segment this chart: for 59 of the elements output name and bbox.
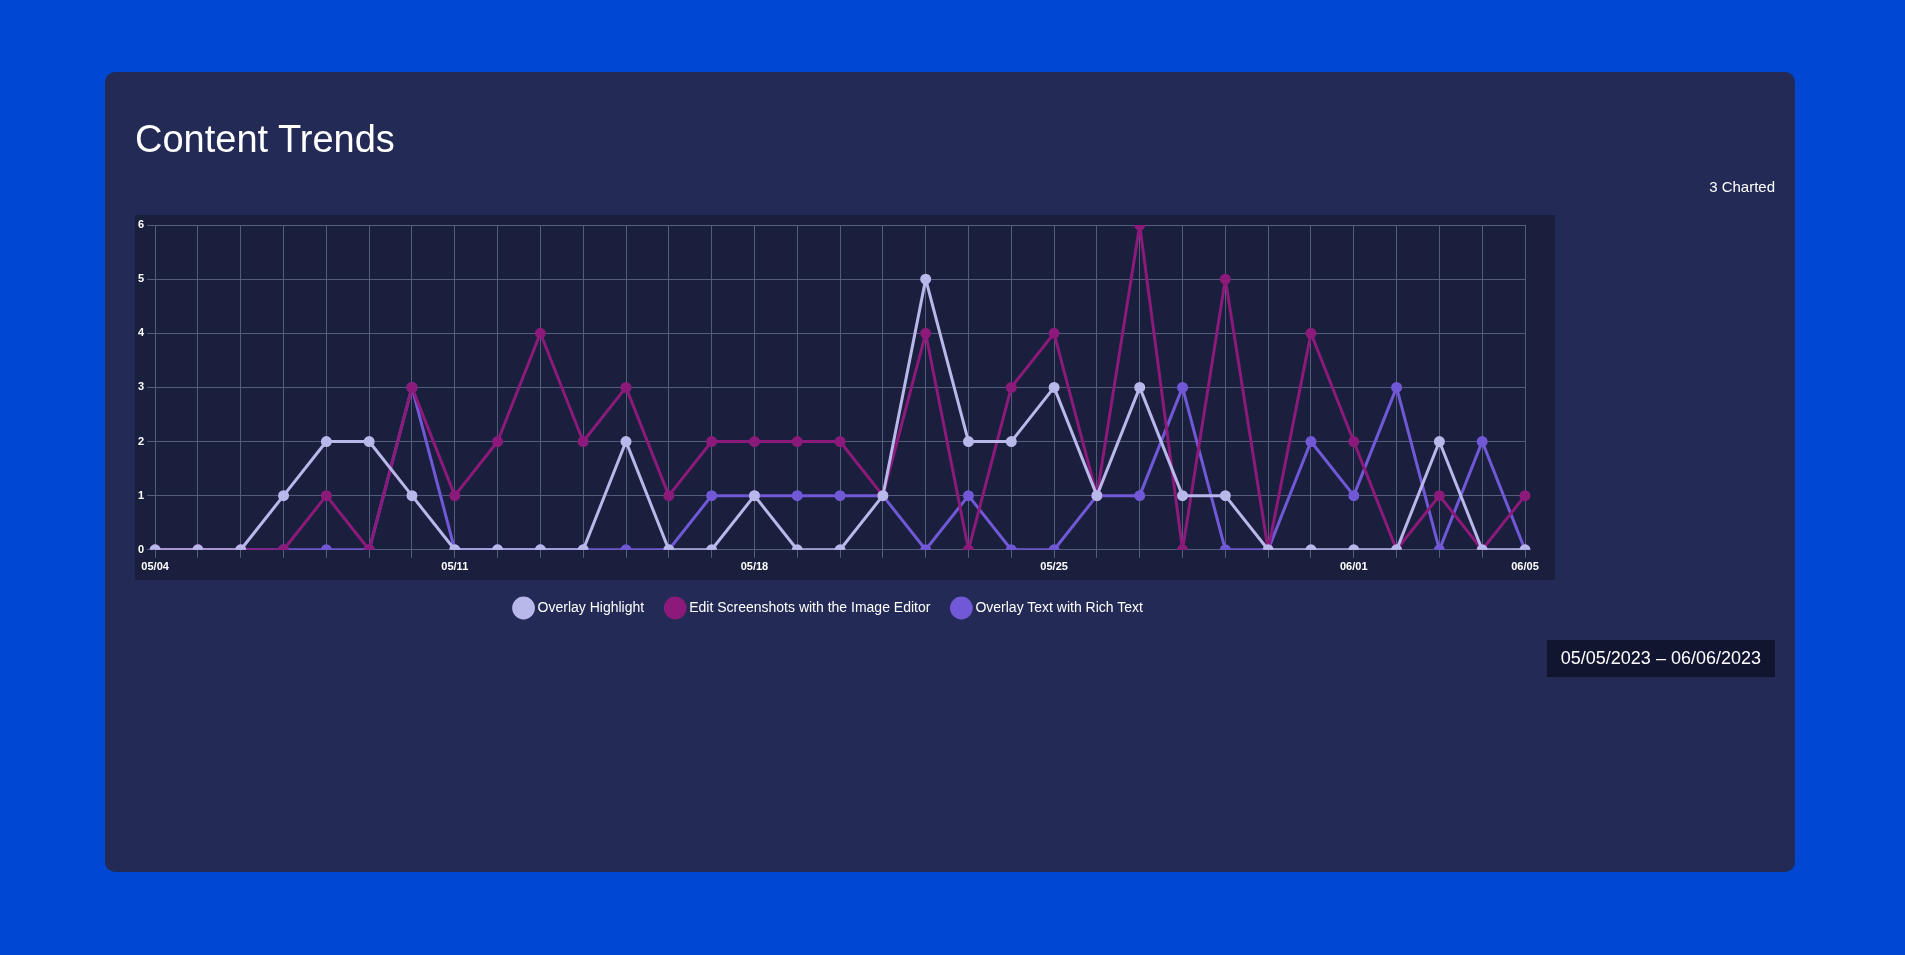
point	[320, 436, 332, 448]
point	[1177, 490, 1189, 502]
point	[791, 490, 803, 502]
chart-title: Content Trends	[135, 118, 395, 161]
x-tick-label: 05/25	[1040, 560, 1068, 573]
point	[834, 490, 846, 502]
text: 3 Charted	[1709, 178, 1775, 195]
point	[1048, 381, 1060, 393]
x-tick-label: 05/18	[740, 560, 769, 573]
legend-label: Edit Screenshots with the Image Editor	[689, 598, 931, 615]
x-tick-label: 05/11	[441, 560, 469, 573]
point	[748, 436, 760, 448]
x-tick-label: 05/04	[141, 560, 170, 573]
point	[406, 490, 418, 502]
y-tick-label: 5	[137, 272, 145, 285]
point	[1519, 490, 1531, 502]
y-tick-label: 0	[137, 542, 145, 555]
point	[1134, 381, 1146, 393]
point	[706, 436, 718, 448]
point	[449, 490, 461, 502]
point	[791, 436, 803, 448]
point	[320, 490, 332, 502]
point	[1348, 436, 1360, 448]
point	[962, 436, 974, 448]
point	[1134, 490, 1146, 502]
point	[1048, 327, 1060, 339]
point	[1305, 327, 1317, 339]
point	[1433, 490, 1445, 502]
point	[620, 381, 632, 393]
text: 05/05/2023 – 06/06/2023	[1546, 640, 1775, 677]
point	[1177, 381, 1189, 393]
legend-label: Overlay Text with Rich Text	[975, 598, 1144, 615]
x-tick-label: 06/01	[1340, 560, 1368, 573]
point	[1219, 490, 1231, 502]
legend-label: Overlay Highlight	[537, 598, 645, 615]
point	[663, 490, 675, 502]
point	[1348, 490, 1360, 502]
y-tick-label: 6	[137, 218, 145, 231]
y-tick-label: 1	[137, 488, 145, 501]
point	[492, 436, 504, 448]
point	[1391, 381, 1403, 393]
point	[920, 327, 932, 339]
point	[363, 436, 375, 448]
point	[1005, 381, 1017, 393]
point	[962, 490, 974, 502]
point	[577, 436, 589, 448]
point	[534, 327, 546, 339]
point	[1305, 436, 1317, 448]
point	[1005, 436, 1017, 448]
point	[834, 436, 846, 448]
point	[278, 490, 290, 502]
point	[620, 436, 632, 448]
point	[1433, 436, 1445, 448]
point	[706, 490, 718, 502]
x-tick-label: 06/05	[1511, 560, 1539, 573]
y-tick-label: 2	[137, 434, 145, 447]
point	[1476, 436, 1488, 448]
y-tick-label: 3	[137, 380, 145, 393]
y-tick-label: 4	[137, 326, 145, 339]
